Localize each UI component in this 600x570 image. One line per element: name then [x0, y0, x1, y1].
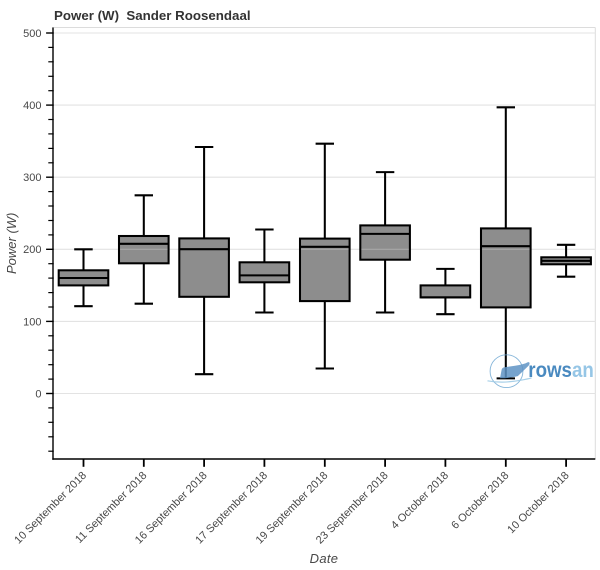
svg-text:100: 100: [23, 316, 41, 328]
svg-text:Date: Date: [310, 551, 339, 566]
svg-text:rowsandall: rowsandall: [528, 359, 600, 382]
svg-text:400: 400: [23, 100, 41, 112]
svg-text:500: 500: [23, 28, 41, 40]
svg-text:Power (W): Power (W): [4, 213, 19, 274]
svg-text:0: 0: [35, 388, 41, 400]
svg-text:200: 200: [23, 244, 41, 256]
svg-text:300: 300: [23, 172, 41, 184]
svg-text:Power (W) Sander Roosendaal: Power (W) Sander Roosendaal: [54, 8, 251, 23]
